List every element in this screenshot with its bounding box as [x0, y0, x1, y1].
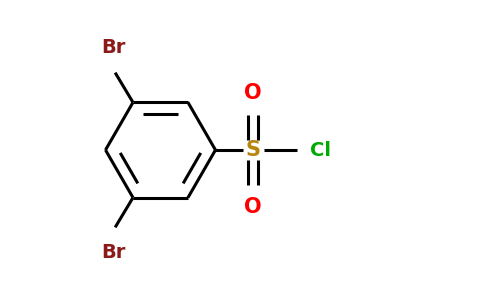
Text: S: S — [245, 140, 260, 160]
Text: Br: Br — [101, 243, 125, 262]
Text: Cl: Cl — [310, 140, 331, 160]
Text: Br: Br — [101, 38, 125, 57]
Text: O: O — [244, 197, 262, 218]
Text: O: O — [244, 82, 262, 103]
